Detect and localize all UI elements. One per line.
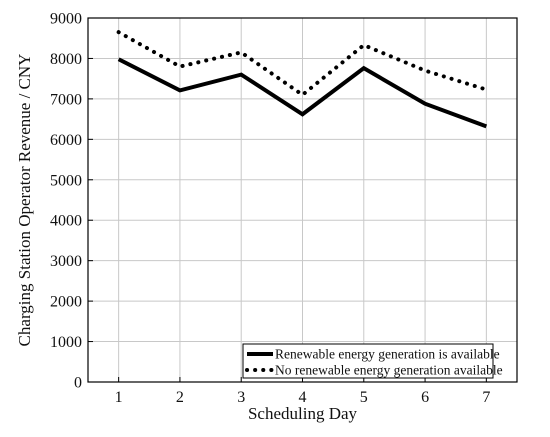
legend-label-no-renewable: No renewable energy generation available <box>275 363 503 378</box>
x-tick-label: 1 <box>115 389 123 406</box>
y-tick-label: 7000 <box>50 91 82 108</box>
y-tick-label: 6000 <box>50 132 82 149</box>
y-tick-label: 8000 <box>50 51 82 68</box>
y-tick-label: 2000 <box>50 294 82 311</box>
y-tick-label: 3000 <box>50 253 82 270</box>
x-tick-label: 2 <box>176 389 184 406</box>
x-tick-label: 7 <box>482 389 490 406</box>
x-tick-label: 3 <box>237 389 245 406</box>
y-axis-title: Charging Station Operator Revenue / CNY <box>15 54 34 347</box>
y-tick-label: 0 <box>74 375 82 392</box>
y-tick-label: 1000 <box>50 334 82 351</box>
legend-label-renewable: Renewable energy generation is available <box>275 347 500 362</box>
x-tick-label: 6 <box>421 389 429 406</box>
x-axis-title: Scheduling Day <box>248 404 358 423</box>
grid-layer <box>88 18 517 382</box>
y-tick-label: 5000 <box>50 172 82 189</box>
y-tick-label: 9000 <box>50 11 82 28</box>
x-tick-label: 5 <box>360 389 368 406</box>
y-tick-label: 4000 <box>50 213 82 230</box>
legend: Renewable energy generation is available… <box>243 344 503 378</box>
